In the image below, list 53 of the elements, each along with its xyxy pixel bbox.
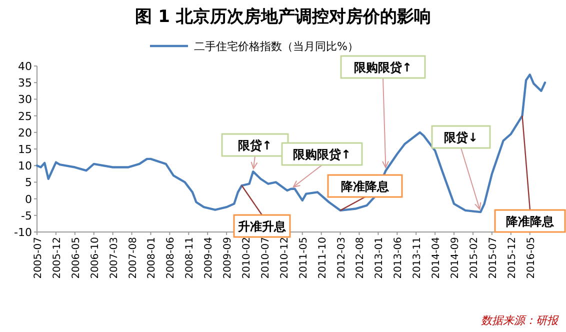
x-tick-label: 2005-12 [52,237,63,279]
x-tick-label: 2010-02 [242,237,253,279]
chart-title: 图 1 北京历次房地产调控对房价的影响 [135,7,431,27]
x-tick-label: 2010-07 [260,237,272,279]
x-tick-label: 2007-08 [128,237,139,279]
x-tick-label: 2008-06 [166,237,177,279]
x-tick-label: 2011-05 [298,237,310,279]
annotation: 升准升息 [233,185,291,238]
y-tick-label: -5 [21,209,32,222]
legend: 二手住宅价格指数（当月同比%） [150,40,358,53]
annotation: 降准降息 [327,174,403,211]
annotation: 升准升息 [237,220,287,234]
annotation: 限贷↓ [431,125,491,210]
y-tick-label: 20 [18,126,32,140]
x-tick-label: 2013-11 [412,237,424,279]
y-tick-label: 30 [18,93,32,106]
x-tick-label: 2015-07 [488,237,499,279]
x-tick-label: 2012-08 [355,237,366,279]
annotation: 降准降息 [506,214,555,228]
y-tick-label: 25 [18,110,32,123]
annotation: 限贷↑ [238,138,272,152]
x-tick-label: 2006-05 [70,237,82,279]
x-tick-label: 2005-07 [33,237,44,279]
annotation: 限购限贷↑ [354,60,412,74]
y-tick-label: 40 [18,60,32,73]
x-tick-label: 2013-06 [393,237,404,279]
y-tick-label: 10 [18,160,32,173]
legend-label: 二手住宅价格指数（当月同比%） [194,40,358,53]
x-tick-label: 2011-10 [317,237,328,279]
annotation: 降准降息 [494,116,566,233]
x-tick-label: 2008-11 [184,237,196,279]
x-tick-label: 2006-10 [90,237,101,279]
annotation: 降准降息 [341,180,390,194]
x-tick-label: 2015-12 [506,237,518,279]
y-tick-label: 15 [18,143,32,156]
x-tick-label: 2007-03 [108,237,120,279]
source-note: 数据来源：研报 [481,314,559,327]
x-tick-label: 2009-04 [204,237,215,279]
x-tick-label: 2013-01 [374,237,386,279]
y-tick-label: 0 [25,192,32,206]
y-tick-label: -10 [14,226,32,239]
x-tick-label: 2009-09 [222,237,234,279]
x-tick-label: 2008-01 [146,237,158,279]
y-tick-label: 5 [25,176,32,190]
annotation: 限贷↓ [444,130,478,144]
x-tick-label: 2014-09 [450,237,462,279]
y-tick-label: 35 [18,76,32,90]
x-tick-label: 2014-04 [431,237,442,279]
annotation: 限购限贷↑ [292,148,352,162]
x-tick-label: 2010-12 [279,237,290,279]
x-tick-label: 2016-05 [526,237,537,279]
x-tick-label: 2012-03 [336,237,348,279]
x-tick-label: 2015-02 [468,237,480,279]
